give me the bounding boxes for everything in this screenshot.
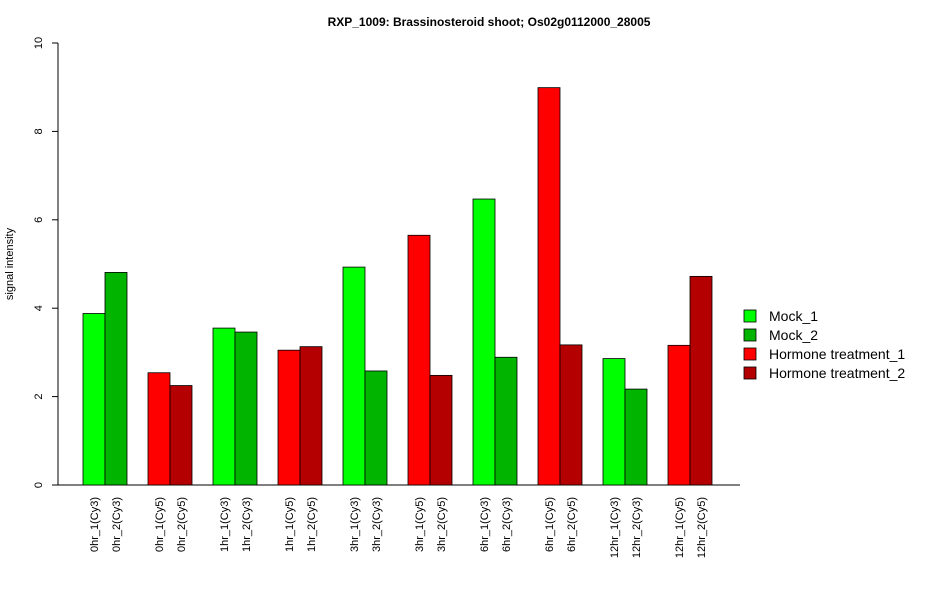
chart-title: RXP_1009: Brassinosteroid shoot; Os02g01… <box>328 15 651 29</box>
bar <box>559 344 583 486</box>
x-tick-label: 1hr_2(Cy5) <box>306 497 318 552</box>
bar <box>104 271 128 486</box>
bar <box>537 87 561 486</box>
y-tick-label: 2 <box>33 394 45 400</box>
x-tick-label: 0hr_2(Cy3) <box>111 497 123 552</box>
x-tick-label: 6hr_1(Cy5) <box>544 497 556 552</box>
x-tick-label: 3hr_2(Cy3) <box>371 497 383 552</box>
legend-label: Hormone treatment_2 <box>769 365 905 381</box>
x-tick-label: 1hr_1(Cy3) <box>219 497 231 552</box>
bar <box>82 313 106 486</box>
bar <box>299 346 323 486</box>
legend-label: Hormone treatment_1 <box>769 346 905 362</box>
bar <box>169 385 193 486</box>
x-tick-label: 12hr_2(Cy3) <box>631 497 643 558</box>
x-tick-label: 3hr_1(Cy3) <box>349 497 361 552</box>
bar <box>234 331 258 486</box>
bar <box>342 266 366 486</box>
y-tick-label: 0 <box>33 482 45 488</box>
x-tick-label: 6hr_2(Cy5) <box>566 497 578 552</box>
bar <box>602 358 626 486</box>
x-tick-label: 6hr_1(Cy3) <box>479 497 491 552</box>
x-tick-label: 0hr_2(Cy5) <box>176 497 188 552</box>
legend-swatch <box>743 347 757 361</box>
x-tick-label: 0hr_1(Cy3) <box>89 497 101 552</box>
x-tick-label: 12hr_1(Cy3) <box>609 497 621 558</box>
bar <box>212 327 236 486</box>
x-tick-label: 6hr_2(Cy3) <box>501 497 513 552</box>
legend-swatch <box>743 309 757 323</box>
bar <box>277 349 301 486</box>
x-tick-label: 0hr_1(Cy5) <box>154 497 166 552</box>
bar <box>494 356 518 486</box>
bar <box>472 198 496 486</box>
legend-swatch <box>743 328 757 342</box>
y-tick-label: 10 <box>33 37 45 49</box>
y-tick-label: 8 <box>33 128 45 134</box>
x-tick-label: 12hr_1(Cy5) <box>674 497 686 558</box>
y-tick-label: 6 <box>33 217 45 223</box>
legend-label: Mock_1 <box>769 308 818 324</box>
legend: Mock_1 Mock_2 Hormone treatment_1 Hormone t… <box>743 308 905 381</box>
bar <box>147 372 171 486</box>
bar <box>429 374 453 486</box>
x-tick-labels: 0hr_1(Cy3) 0hr_2(Cy3) 0hr_1(Cy5) 0hr_2(Cy5)… <box>89 497 708 558</box>
bars-group <box>82 87 713 486</box>
x-tick-label: 12hr_2(Cy5) <box>696 497 708 558</box>
y-tick-label: 4 <box>33 305 45 311</box>
bar <box>624 388 648 486</box>
legend-swatch <box>743 366 757 380</box>
x-tick-label: 1hr_1(Cy5) <box>284 497 296 552</box>
bar <box>407 234 431 486</box>
bar <box>689 275 713 486</box>
y-axis: 0 2 4 6 8 10 <box>33 37 59 488</box>
legend-label: Mock_2 <box>769 327 818 343</box>
x-tick-label: 3hr_1(Cy5) <box>414 497 426 552</box>
bar <box>667 344 691 486</box>
x-tick-label: 3hr_2(Cy5) <box>436 497 448 552</box>
y-axis-label: signal intensity <box>4 227 16 300</box>
bar <box>364 370 388 486</box>
x-tick-label: 1hr_2(Cy3) <box>241 497 253 552</box>
